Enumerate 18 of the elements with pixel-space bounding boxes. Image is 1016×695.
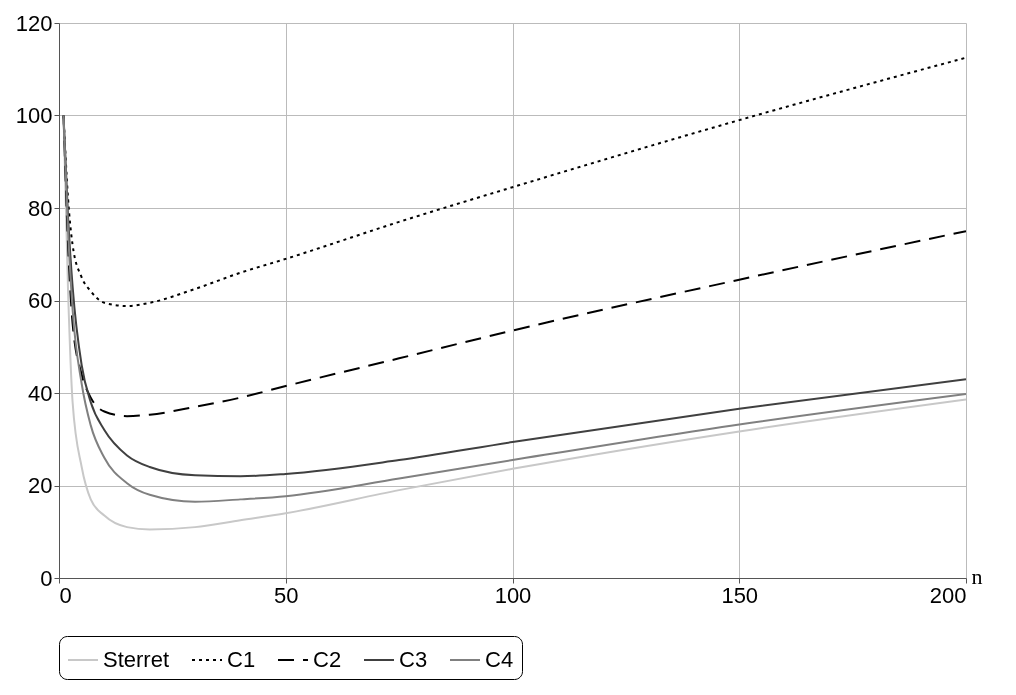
y-tick-label: 60 (28, 288, 53, 313)
x-tick-label: 200 (929, 582, 967, 608)
y-tick-label: 120 (15, 10, 53, 36)
x-tick-label: 150 (721, 582, 759, 608)
x-tick-label: 0 (59, 582, 72, 608)
legend-label: C2 (313, 647, 342, 672)
y-tick-label: 20 (28, 473, 53, 498)
x-tick-label: 50 (274, 582, 299, 608)
y-tick-label: 0 (40, 565, 53, 591)
y-tick-label: 40 (28, 380, 53, 406)
legend-label: C4 (485, 647, 514, 672)
legend-label: C3 (399, 647, 428, 672)
y-tick-label: 80 (28, 195, 53, 221)
legend-label: C1 (227, 647, 256, 672)
y-tick-label: 100 (15, 103, 53, 128)
legend-label: Sterret (103, 647, 170, 672)
x-tick-label: 100 (494, 582, 532, 608)
x-axis-title: n (971, 563, 983, 589)
